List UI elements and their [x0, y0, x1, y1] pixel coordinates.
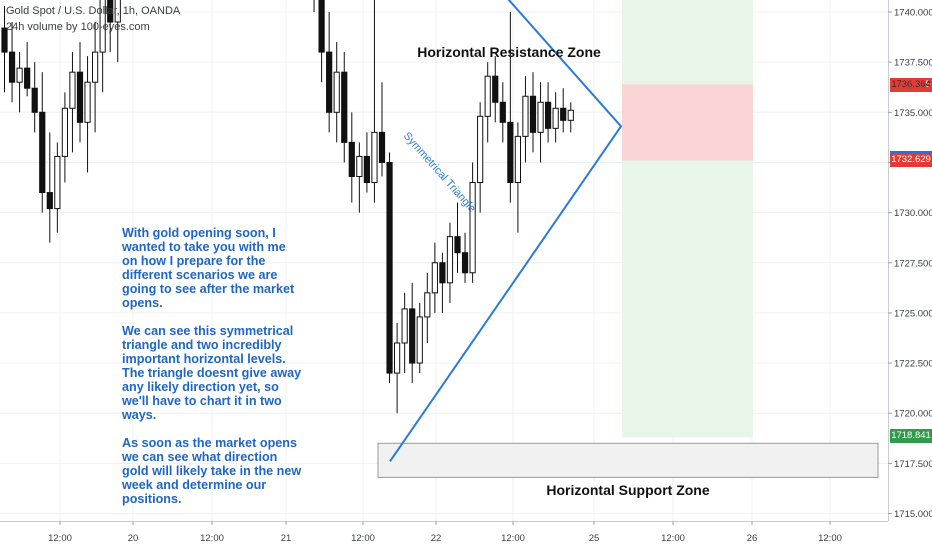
candle-body: [424, 292, 431, 318]
candle-body: [69, 71, 76, 109]
candle-body: [552, 107, 559, 129]
time-axis-label: 26: [747, 533, 758, 544]
candle-body: [8, 51, 16, 83]
price-axis-label: 1725.000: [894, 308, 932, 319]
price-axis-label: 1740.000: [894, 8, 932, 19]
candle-body: [507, 121, 514, 184]
price-tag: 1736.365: [890, 77, 932, 92]
price-axis-label: 1720.000: [894, 409, 932, 420]
chart-title: Gold Spot / U.S. Dollar, 1h, OANDA: [6, 5, 181, 17]
candle-body: [537, 101, 544, 133]
candle-body: [326, 51, 333, 113]
candle-body: [431, 262, 438, 294]
note-paragraph-2: We can see this symmetrical triangle and…: [122, 324, 302, 422]
candle-body: [92, 51, 99, 83]
candle-body: [386, 161, 393, 374]
support-zone-label: Horizontal Support Zone: [546, 482, 710, 498]
candle-body: [39, 111, 46, 194]
time-axis-label: 12:00: [351, 533, 375, 544]
candle-body: [401, 308, 408, 344]
time-axis-label: 21: [281, 533, 292, 544]
price-axis-label: 1717.500: [894, 459, 932, 470]
time-axis-label: 12:00: [661, 533, 685, 544]
candle-body: [84, 81, 91, 123]
candle-body: [24, 67, 31, 89]
time-axis-label: 12:00: [48, 533, 72, 544]
candle-body: [545, 101, 552, 129]
price-tag: 1736.364: [891, 78, 931, 90]
candle-body: [461, 252, 469, 274]
candle-body: [114, 0, 121, 23]
candle-body: [31, 87, 38, 113]
note-paragraph-3: As soon as the market opens we can see w…: [122, 436, 302, 506]
candle-body: [529, 95, 537, 133]
chart-subtitle: 24h volume by 100-eyes.com: [6, 21, 150, 33]
candle-body: [394, 342, 401, 374]
candle-body: [416, 316, 423, 364]
candle-body: [409, 308, 416, 364]
note-paragraph-1: With gold opening soon, I wanted to take…: [122, 226, 295, 310]
candle-body: [484, 75, 491, 117]
symmetrical-triangle: [389, 0, 623, 462]
candle-body: [469, 182, 476, 274]
analysis-note: With gold opening soon, I wanted to take…: [122, 226, 302, 520]
candle-body: [454, 236, 461, 254]
price-axis-label: 1735.000: [894, 108, 932, 119]
price-axis-label: 1730.000: [894, 208, 932, 219]
price-tag: 1718.841: [890, 429, 932, 444]
candle-body: [356, 155, 363, 177]
stop-zone: [622, 84, 753, 161]
time-axis-label: 20: [128, 533, 139, 544]
price-axis-label: 1727.500: [894, 258, 932, 269]
candle-body: [514, 135, 521, 184]
candle-body: [522, 95, 529, 137]
triangle-label: Symmetrical Triangle: [401, 130, 478, 215]
candle-body: [46, 192, 53, 210]
time-axis-label: 12:00: [200, 533, 224, 544]
candle-body: [439, 262, 446, 284]
candle-body: [99, 0, 106, 53]
candle-body: [76, 71, 84, 123]
candle-body: [1, 27, 8, 53]
time-axis-label: 12:00: [501, 533, 525, 544]
candle-body: [371, 131, 378, 184]
candle-body: [560, 107, 567, 121]
price-axis-label: 1722.500: [894, 359, 932, 370]
candle-body: [333, 71, 340, 113]
candle-body: [363, 155, 370, 184]
price-tag: 1732.629: [890, 152, 932, 167]
time-axis-label: 12:00: [818, 533, 842, 544]
candle-body: [499, 101, 506, 123]
candle-body: [54, 155, 61, 210]
candle-body: [61, 107, 68, 157]
price-axis-label: 1715.000: [894, 509, 932, 520]
candle-body: [318, 0, 325, 53]
resistance-zone-label: Horizontal Resistance Zone: [417, 44, 601, 60]
candle-body: [341, 71, 348, 143]
candle-body: [492, 75, 499, 103]
candle-body: [446, 236, 454, 284]
candle-body: [16, 67, 23, 83]
candle-body: [477, 115, 484, 184]
target-zone: [622, 0, 753, 438]
time-axis-label: 22: [431, 533, 442, 544]
time-axis-label: 25: [589, 533, 600, 544]
candle-body: [348, 141, 355, 177]
price-axis-label: 1737.500: [894, 58, 932, 69]
candle-body: [567, 109, 574, 121]
candle-body: [107, 0, 114, 23]
support-zone: [377, 442, 879, 478]
candle-body: [378, 131, 386, 163]
